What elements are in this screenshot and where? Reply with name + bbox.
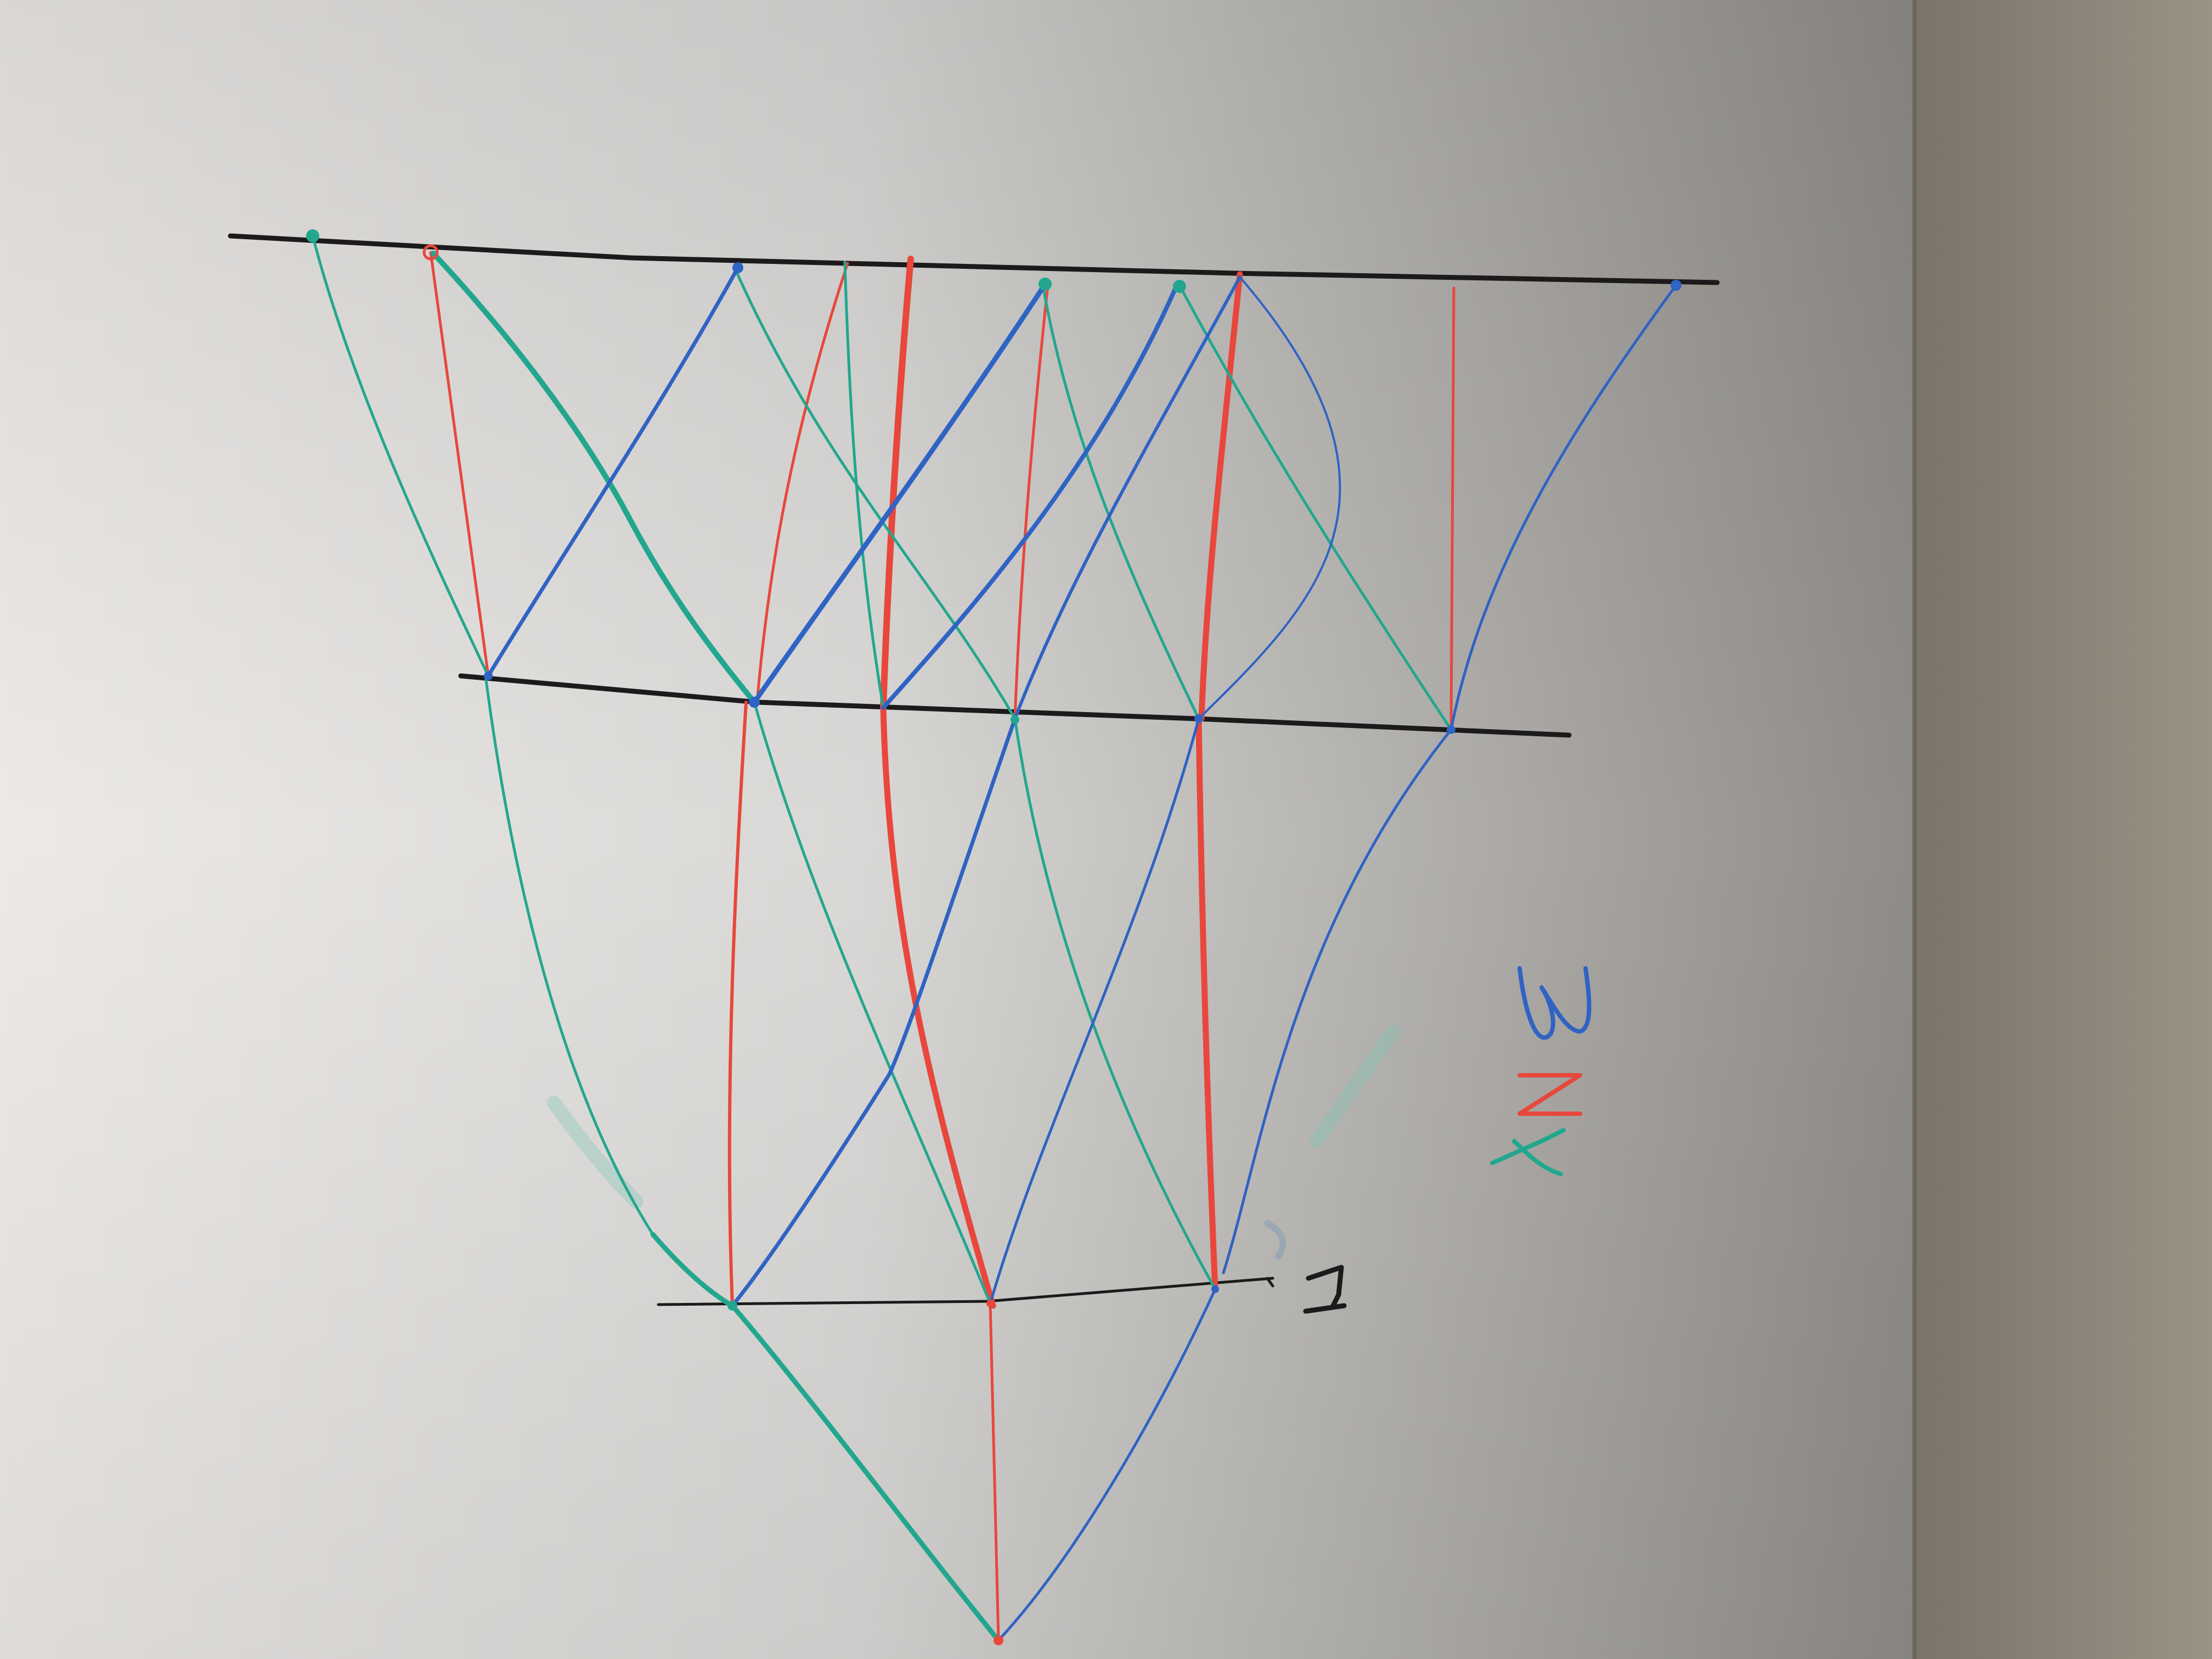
- blue-edges: [486, 266, 1678, 1642]
- handwritten-letter-i-black: [1303, 1265, 1347, 1314]
- handwritten-notes: [1303, 966, 1592, 1314]
- node-dots: [306, 229, 1681, 1645]
- whiteboard-shading: [0, 0, 1915, 1659]
- wall: [1909, 0, 2212, 1659]
- handwritten-letter-y-teal: [1490, 1128, 1566, 1176]
- handwritten-letter-3-blue: [1517, 966, 1592, 1040]
- red-edges: [429, 251, 1455, 1642]
- level-line-tick: [1266, 1277, 1274, 1288]
- level-line-second: [458, 673, 1572, 738]
- teal-edges: [311, 234, 1453, 1643]
- handwritten-letter-n-red: [1517, 1073, 1582, 1116]
